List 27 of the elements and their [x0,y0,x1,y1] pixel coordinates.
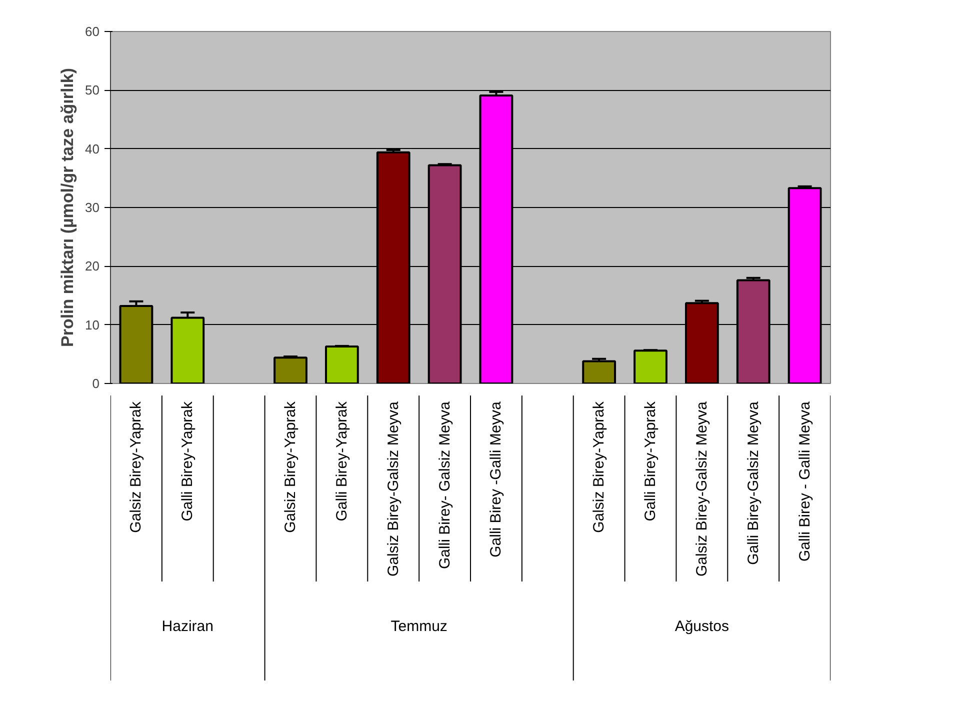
text: Haziran [162,618,214,635]
x-tick-label: Galsiz Birey-Yaprak [590,401,608,533]
x-tick-label: Galsiz Birey-Yaprak [128,401,145,533]
x-tick-label: Galli Birey- Galsiz Meyva [436,400,454,570]
bar [582,360,616,384]
bar [634,350,668,384]
y-tick-label: 50 [85,82,100,98]
x-tick-label: Galli Birey - Galli Meyva [796,400,814,562]
x-tick-label: Galli Birey-Galsiz Meyva [744,400,762,565]
text: Temmuz [390,618,448,635]
y-tick-label: 10 [85,317,100,332]
x-tick-label: Galsiz Birey-Galsiz Meyva [384,400,402,577]
x-tick-label: Galsiz Birey-Yaprak [282,401,299,533]
y-tick-label: 0 [92,376,100,391]
bar [324,346,359,384]
x-tick-label: Galsiz Birey-Galsiz Meyva [693,400,710,577]
x-tick-label: Galli Birey-Yaprak [333,401,350,522]
bar [274,356,308,384]
y-tick-label: 60 [85,24,100,39]
y-tick-label: 30 [85,200,100,215]
text: Ağustos [674,618,730,635]
x-tick-label: Galli Birey-Yaprak [179,401,196,522]
y-tick-label: 40 [85,141,100,156]
y-tick-label: 20 [85,258,100,274]
y-axis-title: Prolin miktarı (µmol/gr taze ağırlık) [58,68,78,348]
x-tick-label: Galli Birey -Galli Meyva [488,400,505,558]
x-tick-label: Galli Birey-Yaprak [642,401,659,522]
